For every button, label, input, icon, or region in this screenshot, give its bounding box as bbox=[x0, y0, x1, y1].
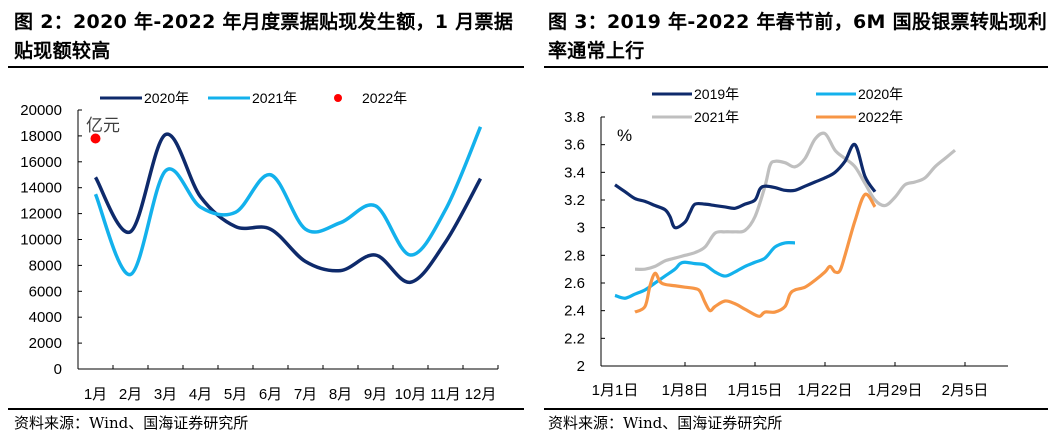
y-tick-label: 10000 bbox=[20, 232, 62, 249]
series-line-2021年 bbox=[634, 131, 957, 271]
y-tick-label: 2 bbox=[577, 358, 585, 375]
y-tick-label: 3.8 bbox=[564, 109, 585, 126]
series-line-2020年 bbox=[614, 240, 796, 300]
x-tick-label: 1月15日 bbox=[727, 382, 782, 399]
x-tick-label: 1月 bbox=[84, 386, 107, 403]
y-tick-label: 3.6 bbox=[564, 137, 585, 154]
chart-title: 图 3：2019 年-2022 年春节前，6M 国股银票转贴现利率通常上行 bbox=[548, 11, 1048, 62]
unit-label: 亿元 bbox=[86, 116, 120, 135]
y-tick-label: 2000 bbox=[29, 335, 62, 352]
legend-label: 2021年 bbox=[252, 90, 297, 106]
x-tick-label: 3月 bbox=[154, 386, 177, 403]
x-tick-label: 5月 bbox=[224, 386, 247, 403]
chart-panel-monthly-discount: 图 2：2020 年-2022 年月度票据贴现发生额，1 月票据贴现额较高 0 2… bbox=[8, 11, 524, 432]
x-tick-label: 1月29日 bbox=[867, 382, 922, 399]
x-tick-label: 9月 bbox=[364, 386, 387, 403]
title-divider bbox=[8, 66, 524, 68]
unit-label: % bbox=[617, 126, 632, 145]
rediscount-rate-chart: 2 2.2 2.4 2.6 2.8 3 3.2 3.4 3.6 3.8 1月1日 1月8日 1月15日 1… bbox=[564, 86, 1008, 399]
source-note: 资料来源：Wind、国海证券研究所 bbox=[14, 414, 249, 432]
series-line-2020年 bbox=[93, 132, 483, 284]
x-tick-label: 8月 bbox=[329, 386, 352, 403]
series-line-2019年 bbox=[614, 142, 877, 230]
chart-title: 图 2：2020 年-2022 年月度票据贴现发生额，1 月票据贴现额较高 bbox=[14, 11, 514, 62]
x-tick-label: 7月 bbox=[294, 386, 317, 403]
x-tick-label: 1月22日 bbox=[797, 382, 852, 399]
legend-label: 2021年 bbox=[694, 109, 739, 125]
x-tick-label: 2月5日 bbox=[942, 382, 989, 399]
source-divider bbox=[8, 408, 524, 410]
y-tick-label: 20000 bbox=[20, 102, 62, 119]
y-tick-label: 12000 bbox=[20, 206, 62, 223]
y-tick-label: 4000 bbox=[29, 309, 62, 326]
x-tick-label: 1月8日 bbox=[662, 382, 709, 399]
y-tick-label: 2.6 bbox=[564, 275, 585, 292]
y-tick-label: 2.4 bbox=[564, 303, 585, 320]
y-tick-label: 3.2 bbox=[564, 192, 585, 209]
x-tick-label: 12月 bbox=[465, 386, 497, 403]
source-note: 资料来源：Wind、国海证券研究所 bbox=[548, 414, 783, 432]
y-tick-label: 18000 bbox=[20, 128, 62, 145]
legend-label: 2019年 bbox=[694, 86, 739, 102]
x-tick-label: 6月 bbox=[259, 386, 282, 403]
legend-label: 2020年 bbox=[858, 86, 903, 102]
legend-label: 2022年 bbox=[858, 109, 903, 125]
data-point-2022 bbox=[90, 133, 101, 144]
y-tick-label: 3 bbox=[577, 220, 585, 237]
series-line-2021年 bbox=[93, 126, 483, 277]
series-line-2022年 bbox=[634, 192, 877, 318]
x-tick-label: 2月 bbox=[119, 386, 142, 403]
y-tick-label: 3.4 bbox=[564, 164, 585, 181]
legend-marker bbox=[334, 94, 342, 102]
y-tick-label: 0 bbox=[54, 361, 62, 378]
x-tick-label: 4月 bbox=[189, 386, 212, 403]
title-divider bbox=[544, 66, 1048, 68]
x-tick-label: 10月 bbox=[395, 386, 427, 403]
monthly-discount-chart: 0 2000 4000 6000 8000 10000 12000 14000 16000 180… bbox=[20, 90, 499, 403]
y-tick-label: 2.8 bbox=[564, 247, 585, 264]
legend-label: 2020年 bbox=[144, 90, 189, 106]
y-tick-label: 16000 bbox=[20, 154, 62, 171]
y-tick-label: 14000 bbox=[20, 180, 62, 197]
y-tick-label: 6000 bbox=[29, 283, 62, 300]
y-tick-label: 8000 bbox=[29, 257, 62, 274]
y-tick-label: 2.2 bbox=[564, 330, 585, 347]
x-tick-label: 1月1日 bbox=[592, 382, 639, 399]
source-divider bbox=[544, 408, 1048, 410]
legend-label: 2022年 bbox=[362, 90, 407, 106]
x-tick-label: 11月 bbox=[430, 386, 461, 403]
